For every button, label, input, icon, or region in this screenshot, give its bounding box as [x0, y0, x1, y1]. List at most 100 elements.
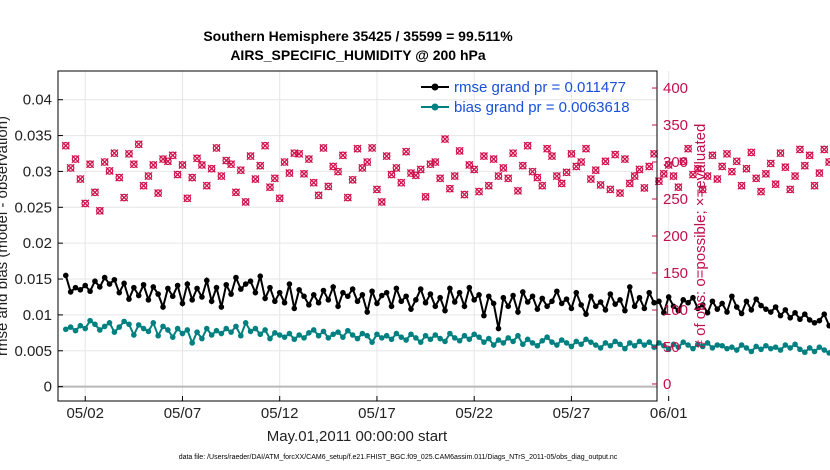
bias-point — [763, 342, 769, 349]
bias-point — [150, 320, 157, 326]
obs-possible-point — [470, 165, 478, 174]
bias-point — [208, 332, 215, 338]
bias-point — [369, 339, 375, 345]
rmse-point — [203, 277, 210, 284]
bias-point — [413, 335, 419, 341]
obs-evaluated-point — [494, 172, 503, 181]
obs-possible-point — [305, 155, 313, 163]
obs-evaluated-point — [742, 164, 751, 173]
rmse-point — [310, 292, 317, 298]
obs-evaluated-point — [640, 183, 649, 192]
bias-point — [588, 339, 594, 345]
obs-possible-point — [441, 135, 449, 143]
bias-point — [490, 342, 497, 348]
obs-possible-point — [796, 145, 804, 154]
bias-point — [661, 342, 667, 349]
rmse-point — [349, 286, 356, 292]
obs-possible-point — [645, 162, 654, 171]
rmse-point — [126, 296, 132, 302]
obs-possible-point — [533, 173, 542, 182]
obs-possible-point — [348, 175, 357, 184]
rmse-point — [568, 305, 575, 312]
obs-possible-point — [810, 181, 819, 190]
obs-possible-point — [125, 150, 133, 158]
obs-evaluated-point — [314, 191, 323, 200]
rmse-point — [169, 293, 176, 300]
rmse-point — [481, 312, 487, 319]
bias-point — [179, 330, 186, 337]
obs-possible-point — [96, 207, 104, 215]
obs-possible-point — [786, 185, 795, 194]
obs-possible-point — [261, 141, 269, 150]
obs-possible-point — [168, 151, 177, 160]
obs-evaluated-point — [805, 151, 814, 160]
bias-point — [597, 345, 604, 351]
rmse-point — [301, 293, 307, 300]
data-file-footnote: data file: /Users/raeder/DAI/ATM_forcXX/… — [179, 454, 618, 461]
rmse-point — [607, 291, 614, 297]
obs-possible-point — [183, 194, 192, 203]
obs-possible-point — [713, 175, 722, 183]
obs-possible-point — [635, 165, 644, 174]
bias-point — [626, 340, 633, 346]
obs-evaluated-point — [212, 143, 221, 153]
bias-point — [199, 335, 205, 342]
bias-point — [806, 345, 813, 351]
obs-possible-point — [144, 172, 153, 180]
obs-evaluated-point — [669, 172, 678, 181]
bias-point — [811, 348, 818, 355]
bias-point — [417, 339, 424, 345]
obs-evaluated-point — [518, 161, 527, 170]
obs-possible-point — [655, 177, 663, 186]
obs-possible-point — [241, 198, 250, 206]
obs-evaluated-point — [752, 174, 761, 183]
obs-possible-point — [484, 181, 493, 190]
rmse-point — [763, 306, 769, 312]
obs-evaluated-point — [217, 172, 226, 181]
obs-possible-point — [562, 168, 571, 177]
obs-evaluated-point — [722, 149, 732, 158]
bias-point — [155, 332, 161, 339]
bias-point — [709, 345, 716, 351]
obs-evaluated-point — [674, 183, 683, 192]
rmse-point — [670, 303, 677, 310]
y-axis-label: rmse and bias (model - observation) — [0, 116, 11, 356]
obs-possible-point — [339, 151, 347, 160]
obs-evaluated-point — [421, 192, 430, 201]
chart-subtitle: AIRS_SPECIFIC_HUMIDITY @ 200 hPa — [230, 47, 486, 63]
obs-possible-point — [825, 158, 830, 166]
bias-point — [481, 339, 487, 345]
obs-evaluated-point — [708, 151, 717, 160]
bias-point — [165, 327, 171, 333]
obs-evaluated-point — [713, 174, 722, 184]
obs-evaluated-point — [295, 149, 304, 158]
rmse-point — [145, 297, 152, 303]
bias-point — [612, 338, 618, 345]
bias-point — [636, 338, 643, 345]
obs-evaluated-point — [178, 160, 187, 170]
obs-possible-point — [664, 161, 673, 169]
obs-evaluated-point — [197, 160, 206, 170]
obs-possible-point — [436, 174, 444, 183]
obs-evaluated-point — [756, 187, 766, 196]
rmse-point — [724, 309, 730, 315]
obs-evaluated-point — [567, 149, 576, 158]
obs-evaluated-point — [348, 175, 357, 184]
bias-point — [267, 335, 273, 342]
obs-possible-point — [202, 181, 211, 190]
obs-possible-point — [718, 162, 726, 171]
obs-possible-point — [100, 158, 109, 166]
obs-possible-point — [76, 175, 85, 183]
obs-possible-point — [494, 172, 503, 180]
rmse-point — [597, 299, 604, 305]
obs-possible-point — [694, 164, 702, 173]
rmse-point — [238, 286, 244, 292]
obs-evaluated-point — [625, 179, 634, 188]
obs-possible-point — [630, 172, 639, 180]
bias-point — [296, 332, 302, 338]
obs-evaluated-point — [557, 179, 566, 188]
obs-evaluated-point — [693, 164, 702, 173]
obs-evaluated-point — [825, 157, 830, 167]
obs-evaluated-point — [231, 188, 241, 197]
obs-evaluated-point — [163, 157, 172, 166]
